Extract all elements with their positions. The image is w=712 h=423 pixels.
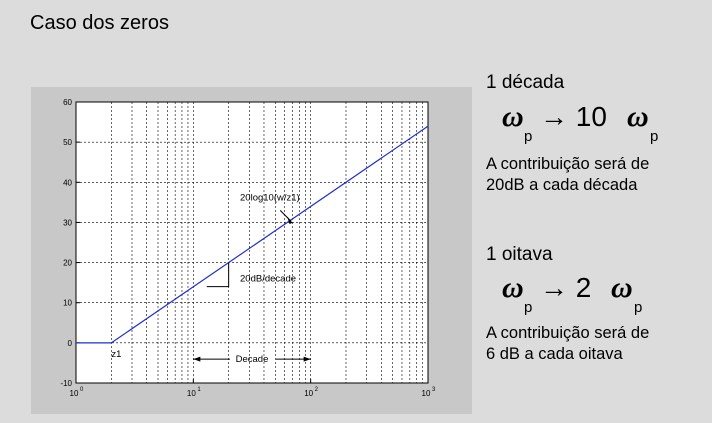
- octave-note: A contribuição será de 6 dB a cada oitav…: [486, 323, 649, 365]
- y-tick-label: 60: [63, 98, 72, 107]
- decade-note: A contribuição será de 20dB a cada décad…: [486, 154, 649, 196]
- omega-subscript: p: [524, 299, 533, 316]
- x-tick-label: 10: [187, 389, 196, 398]
- x-tick-exponent: 1: [197, 387, 201, 393]
- page-title: Caso dos zeros: [30, 12, 169, 34]
- omega-symbol: ω: [502, 100, 524, 133]
- omega-subscript: p: [650, 128, 659, 145]
- plot-panel: 60 50 40 30 20 10 0 -10 10 0 10 1 10 2 10 3 20log10(w/z…: [31, 87, 472, 414]
- omega-symbol: ω: [611, 271, 633, 304]
- y-tick-label: 20: [63, 259, 72, 268]
- decade-note-line1: A contribuição será de: [486, 155, 650, 173]
- decade-arrowhead-left: [193, 356, 201, 362]
- annotation-formula-arrowhead: [287, 216, 293, 225]
- octave-note-line2: 6 dB a cada oitava: [486, 345, 623, 363]
- x-tick-label: 10: [422, 389, 431, 398]
- octave-arrow-text: → 2: [540, 272, 592, 303]
- annotation-zero: z1: [111, 349, 121, 360]
- x-tick-label: 10: [70, 389, 79, 398]
- y-tick-label: -10: [60, 379, 72, 388]
- grid-lines: [76, 102, 428, 383]
- annotation-decade: Decade: [236, 354, 269, 365]
- octave-heading: 1 oitava: [486, 244, 553, 265]
- x-tick-exponent: 2: [315, 387, 319, 393]
- y-tick-label: 40: [63, 178, 72, 187]
- omega-subscript: p: [524, 128, 533, 145]
- decade-arrowhead-right: [303, 356, 311, 362]
- y-tick-label: 10: [63, 299, 72, 308]
- series-line: [76, 125, 429, 344]
- y-tick-label: 30: [63, 218, 72, 227]
- decade-note-line2: 20dB a cada década: [486, 176, 638, 194]
- x-tick-exponent: 3: [432, 387, 436, 393]
- omega-subscript: p: [634, 299, 643, 316]
- decade-arrow-text: → 10: [540, 101, 607, 132]
- octave-note-line1: A contribuição será de: [486, 324, 650, 342]
- plot-area: [75, 101, 429, 384]
- annotations: 20log10(w/z1) 20dB/decade z1 Decade: [111, 192, 311, 365]
- omega-symbol: ω: [627, 100, 649, 133]
- x-tick-exponent: 0: [80, 387, 84, 393]
- y-tick-label: 0: [68, 339, 73, 348]
- omega-symbol: ω: [502, 271, 524, 304]
- x-tick-label: 10: [304, 389, 313, 398]
- decade-heading: 1 década: [486, 72, 565, 93]
- annotation-slope: 20dB/decade: [240, 273, 296, 284]
- y-tick-label: 50: [63, 138, 72, 147]
- annotation-slope-bracket: [206, 262, 230, 288]
- annotation-formula: 20log10(w/z1): [240, 192, 300, 203]
